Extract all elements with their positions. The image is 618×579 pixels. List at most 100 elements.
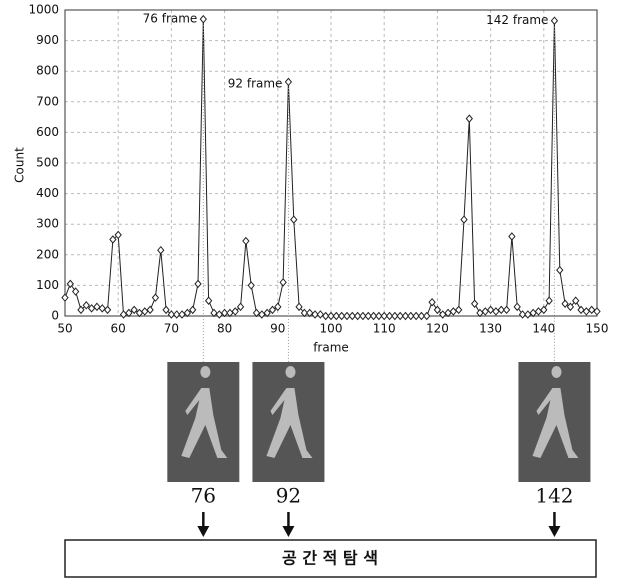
point <box>77 305 85 315</box>
point <box>263 308 271 318</box>
point <box>572 296 580 305</box>
y-tick-label: 500 <box>36 156 59 170</box>
annotation: 76 frame <box>143 12 198 26</box>
point <box>183 308 192 318</box>
x-tick-label: 120 <box>426 322 449 336</box>
point <box>157 245 165 255</box>
point <box>385 311 394 321</box>
point <box>146 305 154 315</box>
point <box>87 304 96 313</box>
point <box>114 230 122 240</box>
point <box>492 307 500 316</box>
point <box>199 14 207 24</box>
point <box>337 311 346 321</box>
point <box>167 310 176 319</box>
point <box>577 305 585 315</box>
point <box>343 311 351 321</box>
x-tick-label: 80 <box>217 322 232 336</box>
point <box>391 311 399 321</box>
point <box>290 215 298 224</box>
point <box>119 310 128 319</box>
point <box>300 308 309 318</box>
point <box>98 304 106 313</box>
point <box>231 307 239 316</box>
point <box>417 311 426 321</box>
frame-number: 142 <box>535 484 573 508</box>
x-tick-label: 60 <box>111 322 126 336</box>
point <box>529 308 537 318</box>
walker <box>532 366 579 458</box>
point <box>588 305 596 315</box>
point <box>433 305 442 315</box>
point <box>61 293 69 302</box>
x-tick-label: 50 <box>57 322 72 336</box>
point <box>311 310 319 319</box>
point <box>380 311 388 321</box>
point <box>423 311 431 321</box>
y-tick-label: 400 <box>36 186 59 200</box>
point <box>412 311 420 321</box>
point <box>524 310 532 319</box>
point <box>470 299 479 309</box>
point <box>295 302 303 312</box>
arrow-head <box>282 526 295 537</box>
x-tick-label: 130 <box>479 322 502 336</box>
y-axis-label: Count <box>13 147 27 183</box>
point <box>444 308 452 318</box>
y-tick-label: 0 <box>51 309 59 323</box>
point <box>460 215 468 224</box>
point <box>396 311 404 321</box>
x-tick-label: 70 <box>164 322 179 336</box>
y-tick-label: 300 <box>36 217 59 231</box>
x-tick-label: 140 <box>532 322 555 336</box>
point <box>401 311 410 321</box>
point <box>508 232 516 241</box>
point <box>449 307 458 316</box>
point <box>204 296 213 305</box>
search-box <box>64 539 597 578</box>
point <box>130 305 138 315</box>
point <box>502 305 511 315</box>
point <box>593 307 601 316</box>
point <box>247 281 255 290</box>
point <box>93 302 101 312</box>
point <box>428 297 436 307</box>
point <box>151 293 160 302</box>
y-tick-label: 100 <box>36 278 59 292</box>
x-axis-label: frame <box>313 341 349 355</box>
point <box>439 310 447 319</box>
point <box>135 308 144 318</box>
point <box>268 305 277 315</box>
x-tick-label: 100 <box>320 322 343 336</box>
point <box>252 308 261 318</box>
point <box>465 114 473 123</box>
point <box>82 301 90 310</box>
point <box>566 302 575 312</box>
point <box>274 302 282 312</box>
y-tick-label: 900 <box>36 33 59 47</box>
point <box>71 287 80 296</box>
x-tick-label: 90 <box>270 322 285 336</box>
point <box>534 307 543 316</box>
x-tick-label: 150 <box>586 322 609 336</box>
point <box>497 305 505 315</box>
x-tick-label: 110 <box>373 322 396 336</box>
y-tick-label: 1000 <box>28 3 59 17</box>
point <box>215 310 223 319</box>
point <box>332 311 340 321</box>
point <box>189 305 197 315</box>
point <box>540 305 548 315</box>
point <box>162 305 170 315</box>
point <box>210 308 218 318</box>
y-tick-label: 700 <box>36 94 59 108</box>
point <box>109 235 117 244</box>
point <box>561 299 569 309</box>
point <box>353 311 362 321</box>
point <box>194 279 202 289</box>
point <box>242 236 250 246</box>
point <box>236 302 245 312</box>
frame-number: 76 <box>191 484 216 508</box>
point <box>364 311 372 321</box>
search-box-label: 공 간 적 탐 색 <box>282 549 378 568</box>
point <box>513 302 521 312</box>
